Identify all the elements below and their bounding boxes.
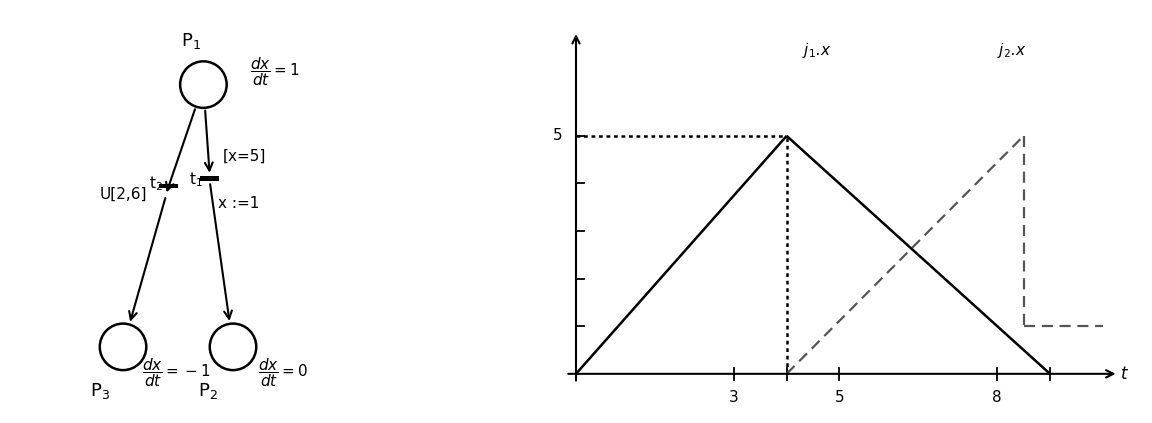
Text: $\dfrac{dx}{dt}=-1$: $\dfrac{dx}{dt}=-1$ [142, 356, 211, 389]
Text: P$_3$: P$_3$ [90, 381, 109, 401]
Text: U[2,6]: U[2,6] [100, 187, 147, 202]
Text: P$_1$: P$_1$ [181, 31, 200, 51]
Text: 5: 5 [553, 129, 563, 143]
Bar [159, 184, 179, 188]
Text: 8: 8 [993, 390, 1002, 406]
Text: $\dfrac{dx}{dt}=1$: $\dfrac{dx}{dt}=1$ [250, 55, 300, 88]
Text: t: t [1121, 365, 1128, 383]
Bar [200, 176, 219, 181]
Text: x :=1: x :=1 [218, 195, 259, 211]
Text: 5: 5 [834, 390, 844, 406]
Text: [x=5]: [x=5] [222, 149, 266, 164]
Text: j$_1$.x: j$_1$.x [803, 41, 832, 60]
Text: j$_2$.x: j$_2$.x [998, 41, 1026, 60]
Text: $\dfrac{dx}{dt}=0$: $\dfrac{dx}{dt}=0$ [258, 356, 309, 389]
Text: t$_1$: t$_1$ [189, 170, 203, 189]
Text: P$_2$: P$_2$ [198, 381, 218, 401]
Text: t$_2$: t$_2$ [150, 175, 164, 193]
Text: 3: 3 [729, 390, 738, 406]
